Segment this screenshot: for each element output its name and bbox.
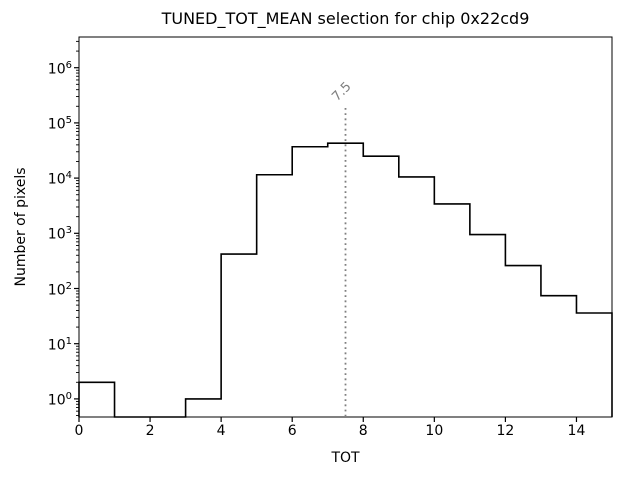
x-tick-label: 14 <box>567 423 586 439</box>
x-tick-label: 6 <box>287 423 297 439</box>
y-tick-label: 106 <box>47 59 72 78</box>
y-tick-label: 102 <box>47 280 72 299</box>
x-tick-label: 10 <box>425 423 444 439</box>
axes-frame <box>78 36 613 418</box>
x-tick-label: 2 <box>145 423 155 439</box>
chart-title: TUNED_TOT_MEAN selection for chip 0x22cd… <box>161 9 530 28</box>
x-tick-label: 4 <box>216 423 226 439</box>
x-tick-label: 12 <box>496 423 515 439</box>
y-tick-label: 103 <box>47 225 72 243</box>
x-axis-label: TOT <box>331 450 360 466</box>
y-tick-label: 105 <box>47 114 72 133</box>
x-tick-label: 0 <box>74 423 84 439</box>
y-tick-label: 100 <box>47 390 72 409</box>
y-tick-label: 104 <box>47 170 72 188</box>
histogram-step-line <box>78 142 613 418</box>
y-tick-label: 101 <box>47 335 72 354</box>
x-tick-label: 8 <box>358 423 368 439</box>
